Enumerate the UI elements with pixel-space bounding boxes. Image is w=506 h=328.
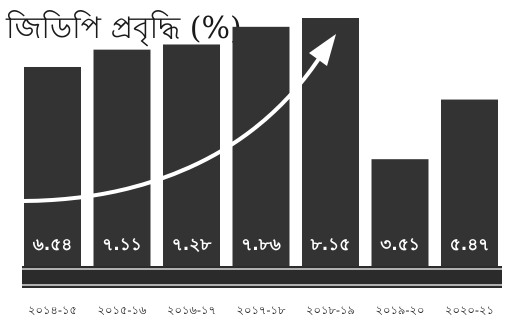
category-label: ২০১৭-১৮ <box>237 303 287 317</box>
bar-২০১৮-১৯ <box>302 18 359 266</box>
value-label: ৩.৫১ <box>380 235 420 255</box>
value-label: ৭.১১ <box>102 235 142 255</box>
category-label: ২০২০-২১ <box>445 303 494 317</box>
bars: ৬.৫৪ ৭.১১ ৭.২৮ ৭.৮৬ ৮.১৫ ৩.৫১ ৫.৪৭ <box>24 18 498 267</box>
bar-২০২০-২১ <box>441 99 498 266</box>
value-label: ৬.৫৪ <box>33 235 73 255</box>
value-label: ৮.১৫ <box>310 235 351 255</box>
category-label: ২০১৯-২০ <box>376 303 425 317</box>
bar-২০১৪-১৫ <box>24 66 81 266</box>
baseline-band <box>22 266 502 288</box>
trend-arrow <box>22 58 320 203</box>
value-label: ৫.৪৭ <box>450 235 490 255</box>
category-labels: ২০১৪-১৫ ২০১৫-১৬ ২০১৬-১৭ ২০১৭-১৮ ২০১৮-১৯ ২০১৯-… <box>28 303 494 317</box>
category-label: ২০১৫-১৬ <box>98 303 147 317</box>
category-label: ২০১৪-১৫ <box>28 303 77 317</box>
value-label: ৭.৮৬ <box>241 235 281 255</box>
bar-২০১৯-২০ <box>371 159 429 266</box>
trend-arrowhead <box>309 34 336 66</box>
value-label: ৭.২৮ <box>172 235 213 255</box>
category-label: ২০১৮-১৯ <box>306 303 355 317</box>
bar-২০১৭-১৮ <box>232 26 290 266</box>
bar-২০১৫-১৬ <box>93 49 151 267</box>
category-label: ২০১৬-১৭ <box>167 303 216 317</box>
chart-title: জিডিপি প্রবৃদ্ধি (%) <box>5 10 242 47</box>
